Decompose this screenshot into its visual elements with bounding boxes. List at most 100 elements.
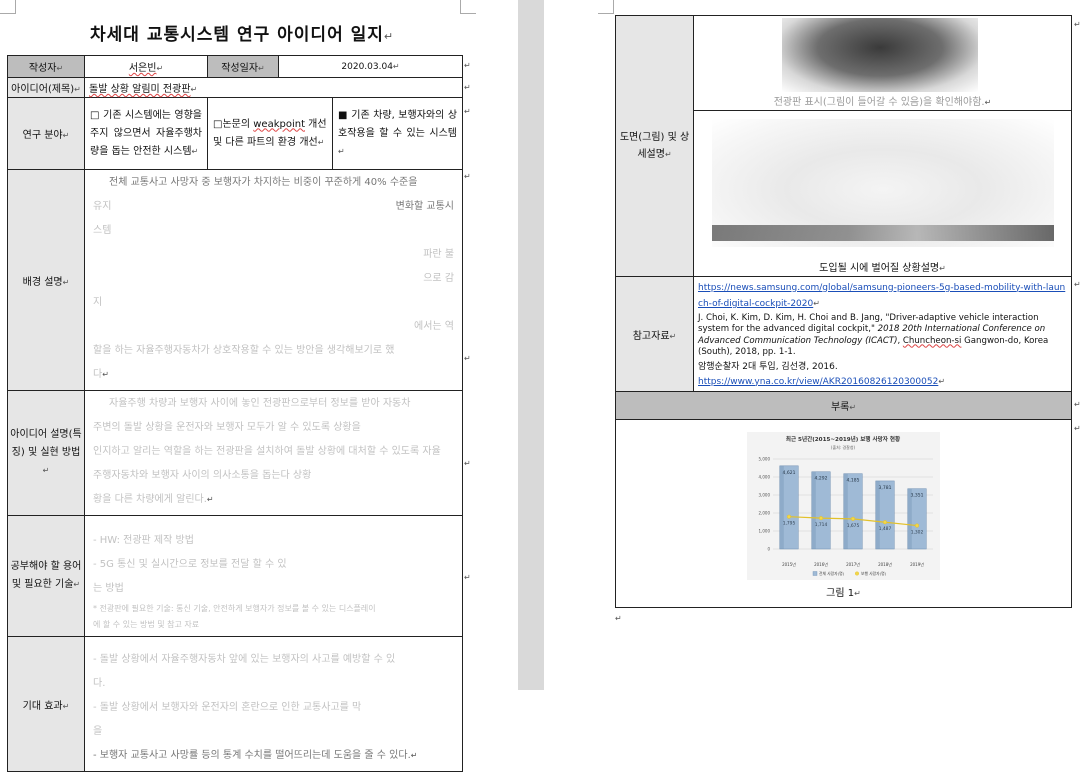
refs-label-cell: 참고자료↵ <box>615 276 694 392</box>
field-label: 연구 분야 <box>22 130 63 141</box>
crop-mark-top-left <box>0 0 16 14</box>
effect-line-2: 다. <box>93 678 106 689</box>
y-tick-label: 4,000 <box>759 475 771 480</box>
bar-value-label: 3,351 <box>911 493 924 499</box>
line-point <box>786 514 792 519</box>
idea-log-table: 작성자↵ 서은빈↵ 작성일자↵ 2020.03.04↵ 아이디어(제목)↵ 돌발… <box>7 55 464 772</box>
bar-total <box>843 473 863 550</box>
author-label: 작성자 <box>28 63 57 74</box>
crop-mark-p2-top-left <box>598 0 614 14</box>
legend-label-pedestrian: 보행 사망자(명) <box>861 571 887 576</box>
date-value: 2020.03.04 <box>341 61 393 72</box>
author-value-cell[interactable]: 서은빈↵ <box>84 55 208 78</box>
document-title: 차세대 교통시스템 연구 아이디어 일지↵ <box>90 25 395 45</box>
idea-value-cell[interactable]: 돌발 상황 알림미 전광판↵ <box>83 77 464 98</box>
date-value-cell[interactable]: 2020.03.04↵ <box>277 55 464 78</box>
signboard-caption: 전광판 표시(그림이 들어갈 수 있음)을 확인해야함. <box>773 97 985 108</box>
method-line-5: 황을 다른 차량에게 알린다.↵ <box>93 494 214 505</box>
method-line-1: 자율주행 차량과 보행자 사이에 놓인 전광판으로부터 정보를 받아 자동차 <box>109 398 411 409</box>
method-text-cell[interactable]: 자율주행 차량과 보행자 사이에 놓인 전광판으로부터 정보를 받아 자동차 주… <box>83 390 464 516</box>
bar-value-label: 3,781 <box>879 485 892 491</box>
field-option-1-text: □ 기존 시스템에는 영향을 주지 않으면서 자율주행차량을 돕는 안전한 시스… <box>90 109 202 157</box>
line-point <box>882 520 888 525</box>
crop-mark-top-right <box>460 0 476 14</box>
study-line-3: 는 방법 <box>93 583 124 594</box>
bar-value-label: 4,292 <box>815 476 828 482</box>
car-shape <box>712 225 1054 241</box>
bar-shade <box>875 480 880 549</box>
idea-value: 돌발 상황 알림미 전광판 <box>89 84 191 95</box>
appendix-figure-cell: 최근 5년간(2015~2019년) 보행 사망자 현황 (출처: 경찰청) 0 1,… <box>615 419 1072 608</box>
background-line-7: 에서는 역 <box>414 321 455 332</box>
table-row: 아이디어(제목)↵ 돌발 상황 알림미 전광판↵ <box>7 77 464 98</box>
line-point <box>914 523 920 528</box>
bar-total <box>875 480 895 550</box>
date-label: 작성일자 <box>221 63 259 74</box>
date-label-cell: 작성일자↵ <box>207 55 279 78</box>
method-line-2: 주변의 돌발 상황을 운전자와 보행자 모두가 알 수 있도록 상황을 <box>93 422 361 433</box>
line-value-label: 1,714 <box>815 522 828 528</box>
bar-value-label: 4,185 <box>847 478 860 484</box>
effect-line-1: - 돌발 상황에서 자율주행자동차 앞에 있는 보행자의 사고를 예방할 수 있 <box>93 654 396 665</box>
row-end-mark: ↵ <box>464 573 471 582</box>
background-line-2: 유지 변화할 교통시 <box>93 201 455 212</box>
korean-reference: 암행순찰자 2대 투입, 김선경, 2016. <box>698 361 838 372</box>
line-value-label: 1,302 <box>911 530 924 536</box>
line-value-label: 1,487 <box>879 526 892 532</box>
row-end-mark: ↵ <box>464 459 471 468</box>
bar-value-label: 4,621 <box>783 470 796 476</box>
effect-label-cell: 기대 효과↵ <box>7 636 85 772</box>
y-tick-label: 2,000 <box>759 511 771 516</box>
yna-link[interactable]: https://www.yna.co.kr/view/AKR2016082612… <box>698 376 939 387</box>
table-row: 부록↵ <box>615 391 1072 420</box>
appendix-header-cell: 부록↵ <box>615 391 1072 420</box>
y-tick-label: 1,000 <box>759 529 771 534</box>
study-label-cell: 공부해야 할 용어 및 필요한 기술↵ <box>7 515 85 637</box>
method-label-cell: 아이디어 설명(특징) 및 실현 방법↵ <box>7 390 85 516</box>
background-line-4: 파란 불 <box>423 249 455 260</box>
field-option-1[interactable]: □ 기존 시스템에는 영향을 주지 않으면서 자율주행차량을 돕는 안전한 시스… <box>84 97 208 170</box>
situation-photo: 도입될 시에 벌어질 상황설명↵ <box>694 111 1071 276</box>
method-line-3: 인지하고 알리는 역할을 하는 전광판을 설치하여 돌발 상황에 대처할 수 있… <box>93 446 441 457</box>
method-line-4: 주행자동차와 보행자 사이의 의사소통을 돕는다 상황 <box>93 470 312 481</box>
choi-reference: J. Choi, K. Kim, D. Kim, H. Choi and B. … <box>698 312 1049 358</box>
row-end-mark: ↵ <box>464 83 471 92</box>
chart-subtitle: (출처: 경찰청) <box>831 444 856 450</box>
background-text-cell[interactable]: 전체 교통사고 사망자 중 보행자가 차지하는 비중이 꾸준하게 40% 수준을… <box>83 169 464 391</box>
drawing-label-cell: 도면(그림) 및 상세설명↵ <box>615 15 694 277</box>
legend-swatch-pedestrian <box>854 571 859 576</box>
effect-line-3: - 돌발 상황에서 보행자와 운전자의 혼란으로 인한 교통사고를 막 <box>93 702 362 713</box>
pedestrian-deaths-chart: 최근 5년간(2015~2019년) 보행 사망자 현황 (출처: 경찰청) 0 1,… <box>747 432 940 580</box>
drawing-cell[interactable]: 전광판 표시(그림이 들어갈 수 있음)을 확인해야함.↵ 도입될 시에 벌어질… <box>693 15 1072 277</box>
bar-shade <box>779 465 784 549</box>
figure-caption: 그림 1 <box>826 588 855 599</box>
table-row: 도면(그림) 및 상세설명↵ 전광판 표시(그림이 들어갈 수 있음)을 확인해… <box>615 15 1072 277</box>
study-line-5: 에 할 수 있는 방법 및 참고 자료 <box>93 620 200 629</box>
chart-svg: 최근 5년간(2015~2019년) 보행 사망자 현황(출처: 경찰청) 0 1,… <box>759 435 933 576</box>
table-row: 공부해야 할 용어 및 필요한 기술↵ - HW: 전광판 제작 방법 - 5G… <box>7 515 464 637</box>
document-title-text: 차세대 교통시스템 연구 아이디어 일지 <box>90 25 384 45</box>
effect-line-5: - 보행자 교통사고 사망률 등의 통계 수치를 떨어뜨리는데 도움을 줄 수 … <box>93 750 418 761</box>
bar-shade <box>811 471 816 549</box>
weakpoint-word: weakpoint <box>253 118 305 130</box>
detail-table: 도면(그림) 및 상세설명↵ 전광판 표시(그림이 들어갈 수 있음)을 확인해… <box>615 15 1072 608</box>
line-point <box>850 516 856 521</box>
table-row: 기대 효과↵ - 돌발 상황에서 자율주행자동차 앞에 있는 보행자의 사고를 … <box>7 636 464 772</box>
study-line-1: - HW: 전광판 제작 방법 <box>93 535 194 546</box>
photo-divider <box>694 110 1071 111</box>
y-tick-label: 0 <box>767 547 770 552</box>
field-option-2[interactable]: □논문의 weakpoint 개선 및 다른 파트의 환경 개선↵ <box>207 97 333 170</box>
study-text-cell[interactable]: - HW: 전광판 제작 방법 - 5G 통신 및 실시간으로 정보를 전달 할… <box>83 515 464 637</box>
field-option-3[interactable]: ■ 기존 차량, 보행자와의 상호작용을 할 수 있는 시스템↵ <box>331 97 464 170</box>
effect-text-cell[interactable]: - 돌발 상황에서 자율주행자동차 앞에 있는 보행자의 사고를 예방할 수 있… <box>83 636 464 772</box>
x-tick-label: 2016년 <box>814 561 828 567</box>
field-label-cell: 연구 분야↵ <box>7 97 85 170</box>
samsung-link[interactable]: https://news.samsung.com/global/samsung-… <box>698 282 1066 309</box>
refs-label: 참고자료 <box>632 330 670 342</box>
study-line-4: * 전광판에 필요한 기술: 통신 기술, 안전하게 보행자가 정보를 볼 수 … <box>93 604 376 613</box>
study-line-2: - 5G 통신 및 실시간으로 정보를 전달 할 수 있 <box>93 559 287 570</box>
background-line-5: 으로 감 <box>423 273 455 284</box>
bar-shade <box>907 488 912 549</box>
y-tick-label: 3,000 <box>759 493 771 498</box>
refs-cell[interactable]: https://news.samsung.com/global/samsung-… <box>693 276 1072 392</box>
